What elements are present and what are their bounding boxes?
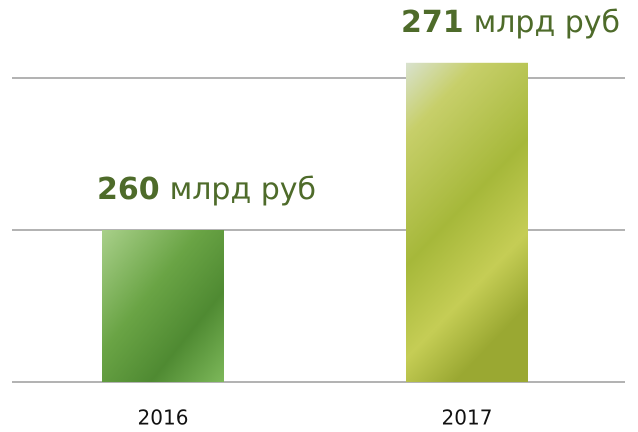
value-number: 260: [97, 172, 160, 207]
value-unit: млрд руб: [170, 172, 316, 207]
x-tick-label: 2016: [138, 406, 189, 430]
chart: 2016 260 млрд руб 2017 271 млрд руб: [0, 0, 638, 432]
bar: [406, 63, 528, 382]
bar: [102, 230, 224, 382]
value-label: 260 млрд руб: [97, 172, 316, 207]
value-unit: млрд руб: [474, 4, 620, 39]
value-label: 271 млрд руб: [401, 4, 620, 39]
value-number: 271: [401, 4, 464, 39]
x-tick-label: 2017: [442, 406, 493, 430]
